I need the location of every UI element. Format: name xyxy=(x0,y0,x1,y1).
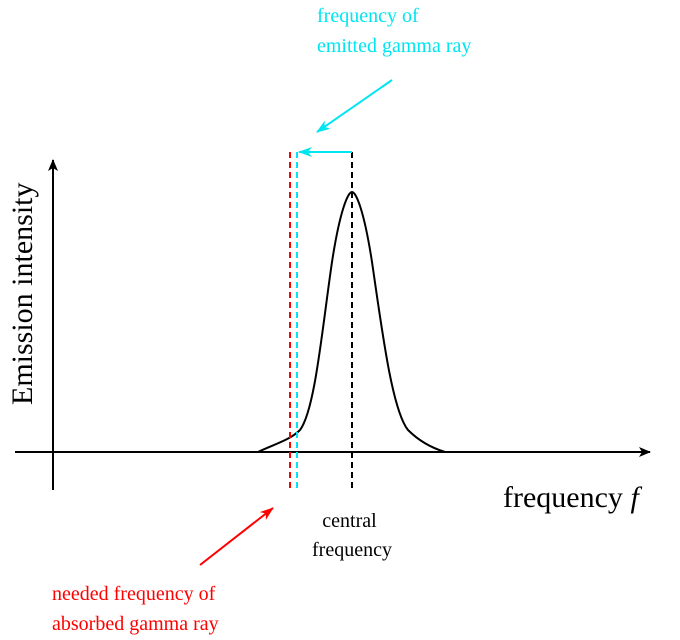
emitted-pointer-arrow xyxy=(316,79,393,133)
y-axis-label: Emission intensity xyxy=(6,182,39,405)
x-axis-label: frequency f xyxy=(503,481,642,514)
emitted-label: frequency of emitted gamma ray xyxy=(317,5,471,57)
central-label: central frequency xyxy=(312,510,392,561)
absorbed-pointer-arrow xyxy=(199,507,274,566)
absorbed-label: needed frequency of absorbed gamma ray xyxy=(52,583,220,635)
